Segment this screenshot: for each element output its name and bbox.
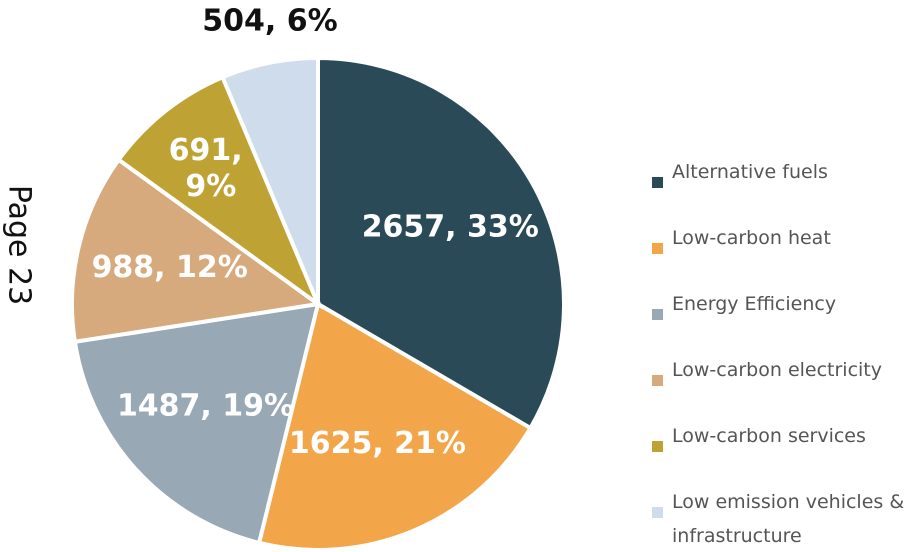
- legend-swatch: [652, 441, 663, 452]
- page-label: Page 23: [2, 185, 37, 305]
- legend-swatch: [652, 177, 663, 188]
- legend-label: Low emission vehicles & infrastructure: [672, 491, 910, 547]
- legend-label: Energy Efficiency: [672, 293, 836, 315]
- legend-label: Alternative fuels: [672, 161, 828, 183]
- pie-slice: [70, 156, 324, 345]
- pie-slice: [115, 74, 323, 310]
- pie-slice: [316, 55, 566, 431]
- legend-swatch: [652, 507, 663, 518]
- legend-label: Low-carbon services: [672, 425, 866, 447]
- value-label: 691, 9%: [169, 133, 253, 204]
- pie-slice: [72, 301, 321, 546]
- legend-swatch: [652, 243, 663, 254]
- value-label: 504, 6%: [202, 4, 337, 39]
- legend-swatch: [652, 375, 663, 386]
- value-label: 2657, 33%: [362, 210, 539, 245]
- legend-label: Low-carbon electricity: [672, 359, 882, 381]
- pie-slice: [219, 55, 320, 305]
- legend-swatch: [652, 309, 663, 320]
- legend-label: Low-carbon heat: [672, 227, 831, 249]
- value-label: 988, 12%: [92, 250, 248, 285]
- value-label: 1487, 19%: [117, 389, 294, 424]
- value-label: 1625, 21%: [289, 426, 466, 461]
- pie-slice: [256, 300, 534, 552]
